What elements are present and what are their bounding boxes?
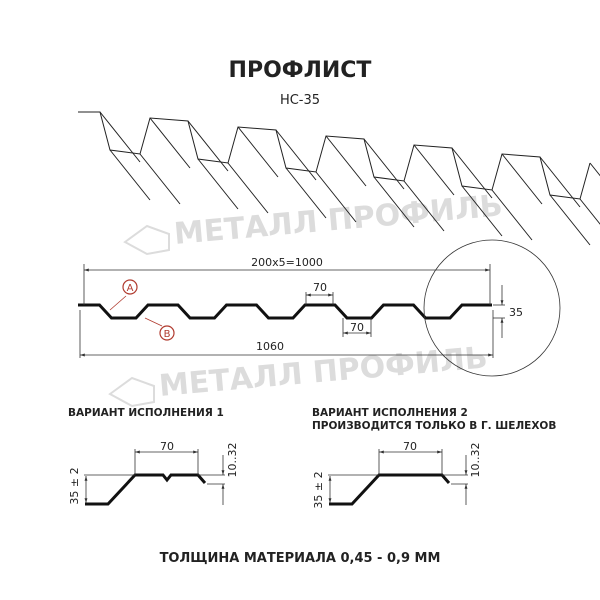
sheet-rib: [451, 147, 543, 241]
variant-2-note: ПРОИЗВОДИТСЯ ТОЛЬКО В Г. ШЕЛЕХОВ: [312, 420, 556, 432]
marker-a: [122, 279, 138, 295]
dim-bottom-flat: 70: [350, 321, 364, 334]
dim-height: 35: [509, 306, 523, 319]
sheet-rib: [99, 111, 191, 205]
variant-2-width: 70: [403, 440, 417, 453]
logo-icon: [108, 224, 170, 408]
variant-1-label: ВАРИАНТ ИСПОЛНЕНИЯ 1: [68, 407, 224, 419]
marker-b-label: B: [164, 329, 171, 340]
profile-section: 200х5=1000 1060 70 70 35 A B: [78, 239, 561, 377]
marker-a-label: A: [127, 283, 134, 294]
variant-1: ВАРИАНТ ИСПОЛНЕНИЯ 1 70 35 ± 2 10..32: [68, 407, 239, 506]
dim-width-label: 1060: [256, 340, 284, 353]
variant-1-width: 70: [160, 440, 174, 453]
sheet-rib: [539, 156, 600, 246]
watermark: МЕТАЛЛ ПРОФИЛЬ МЕТАЛЛ ПРОФИЛЬ: [108, 188, 504, 408]
sheet-3d-view: [78, 111, 600, 246]
page-title: ПРОФЛИСТ: [229, 58, 372, 83]
watermark-text-1: МЕТАЛЛ ПРОФИЛЬ: [173, 188, 504, 252]
sheet-rib: [275, 129, 367, 223]
watermark-text-2: МЕТАЛЛ ПРОФИЛЬ: [158, 340, 489, 404]
dim-top-flat: 70: [313, 281, 327, 294]
sheet-rib: [363, 138, 455, 232]
model-name: НС-35: [280, 93, 320, 108]
variant-1-height: 35 ± 2: [68, 467, 81, 504]
material-thickness: ТОЛЩИНА МАТЕРИАЛА 0,45 - 0,9 ММ: [160, 551, 441, 566]
detail-circle: [423, 239, 561, 377]
variant-2-height: 35 ± 2: [312, 471, 325, 508]
variant-2-edge: 10..32: [469, 443, 482, 478]
profile-line: [78, 303, 492, 320]
sheet-rib: [187, 120, 279, 214]
variant-2: ВАРИАНТ ИСПОЛНЕНИЯ 2 ПРОИЗВОДИТСЯ ТОЛЬКО…: [312, 407, 556, 509]
dim-pitch-label: 200х5=1000: [251, 256, 323, 269]
sheet-edge: [78, 111, 591, 200]
variant-1-edge: 10..32: [226, 443, 239, 478]
marker-b: [159, 325, 175, 341]
variant-2-label: ВАРИАНТ ИСПОЛНЕНИЯ 2: [312, 407, 468, 419]
